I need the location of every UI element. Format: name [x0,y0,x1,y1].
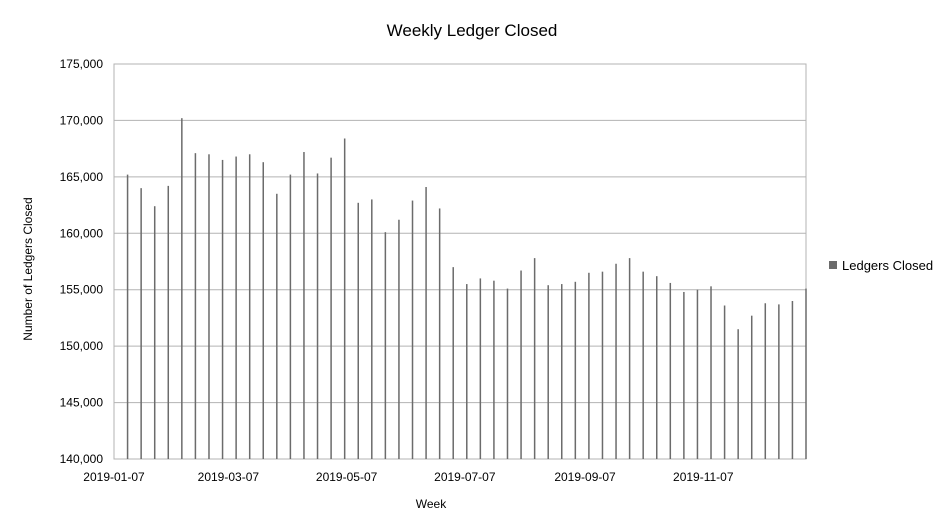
x-tick-label: 2019-05-07 [316,470,378,484]
bar [479,278,482,459]
y-tick-label: 170,000 [60,113,104,127]
y-tick-label: 150,000 [60,339,104,353]
bar [615,263,617,459]
bar [126,174,129,459]
bar [181,118,183,460]
bar [737,329,739,459]
y-axis-label: Number of Ledgers Closed [21,197,35,340]
bar [371,199,373,459]
bar [452,267,454,459]
bar [438,208,441,459]
bar [167,185,170,459]
bar [398,219,400,459]
bar [778,304,780,459]
bar [683,291,685,459]
bar [153,206,156,459]
bar [588,272,590,459]
bar [330,157,332,460]
bar [493,280,495,459]
bar [506,288,509,459]
y-tick-label: 155,000 [60,283,104,297]
y-tick-label: 140,000 [60,452,104,466]
bar [411,200,414,459]
bar [669,282,672,459]
bar [561,284,563,459]
x-tick-label: 2019-09-07 [554,470,616,484]
plot-area [113,63,807,460]
bar [357,202,359,459]
chart-title: Weekly Ledger Closed [387,21,558,40]
x-tick-label: 2019-03-07 [198,470,260,484]
bar [601,271,604,459]
bar [574,281,577,459]
bar [520,270,522,459]
bar [140,188,142,459]
legend: Ledgers Closed [829,258,933,273]
bar-series [126,118,807,460]
x-axis-label: Week [416,497,447,511]
bar [262,162,264,459]
bar [750,315,753,459]
bar [642,271,644,459]
bar [547,285,549,459]
bar [710,286,712,459]
bar [425,187,427,459]
y-tick-labels: 140,000 145,000 150,000 155,000 160,000 165,0… [60,57,104,466]
legend-label: Ledgers Closed [842,258,933,273]
y-tick-label: 160,000 [60,226,104,240]
y-tick-label: 145,000 [60,396,104,410]
x-tick-label: 2019-01-07 [83,470,145,484]
bar [764,303,767,459]
x-tick-label: 2019-07-07 [434,470,496,484]
bar [533,258,536,459]
y-tick-label: 165,000 [60,170,104,184]
bar [696,289,699,459]
y-tick-label: 175,000 [60,57,104,71]
bar [289,174,292,459]
bar [316,173,319,459]
legend-swatch [829,261,837,269]
bar [208,154,210,460]
bar [276,193,278,460]
bar [805,288,807,459]
bar [235,156,237,460]
bar [723,305,726,459]
gridlines [114,63,806,460]
x-tick-labels: 2019-01-07 2019-03-07 2019-05-07 2019-07-07… [83,470,734,484]
bar [343,138,346,460]
bar [791,301,794,459]
bar [194,153,197,459]
x-tick-label: 2019-11-07 [673,470,734,484]
bar [628,258,631,459]
bar [384,232,387,459]
bar [303,152,305,459]
bar [466,284,468,459]
bar [221,159,224,459]
bar [248,154,251,460]
bar [656,276,658,459]
